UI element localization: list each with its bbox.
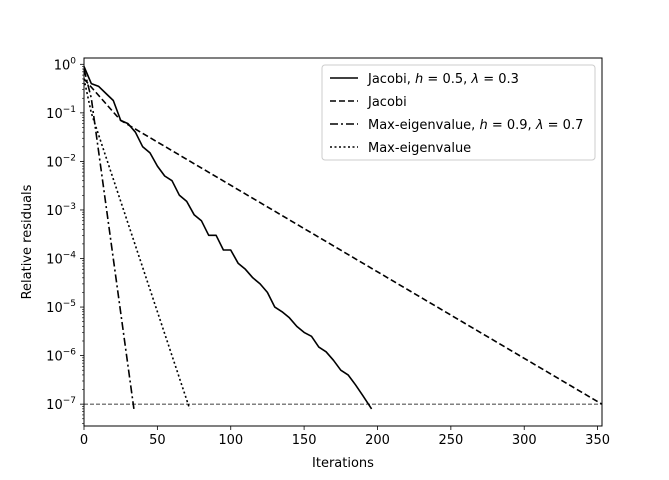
x-tick-label: 150 (292, 433, 317, 448)
y-tick-label: 10−7 (46, 396, 76, 413)
y-tick-label: 10−2 (46, 153, 76, 170)
legend-label-4: Max-eigenvalue (368, 141, 471, 156)
x-tick-label: 100 (218, 433, 243, 448)
y-tick-label: 10−6 (46, 348, 76, 365)
y-tick-label: 10−4 (46, 251, 76, 268)
x-tick-label: 0 (80, 433, 88, 448)
y-tick-label: 10−3 (46, 202, 76, 219)
x-tick-label: 250 (438, 433, 463, 448)
legend: Jacobi, h = 0.5, λ = 0.3 Jacobi Max-eigenv… (321, 64, 596, 161)
x-tick-label: 200 (365, 433, 390, 448)
y-axis-label: Relative residuals (20, 184, 35, 299)
x-tick-label: 50 (149, 433, 166, 448)
series-line-2 (83, 78, 603, 405)
series-line-1 (83, 66, 373, 410)
x-tick-label: 350 (585, 433, 610, 448)
y-tick-label: 10−1 (46, 105, 76, 122)
y-tick-label: 100 (54, 56, 77, 73)
x-axis-label: Iterations (312, 456, 374, 471)
x-tick-label: 300 (512, 433, 537, 448)
y-tick-label: 10−5 (46, 299, 76, 316)
legend-label-3: Max-eigenvalue, h = 0.9, λ = 0.7 (368, 118, 583, 133)
plot-frame (83, 57, 603, 427)
legend-label-1: Jacobi, h = 0.5, λ = 0.3 (367, 72, 519, 87)
legend-label-2: Jacobi (367, 95, 407, 110)
series-layer (83, 66, 603, 410)
legend-box (321, 64, 596, 161)
ticks-layer: 0 50 100 150 200 250 300 350 100 10−1 10−2 10−3 10−4… (46, 56, 610, 448)
